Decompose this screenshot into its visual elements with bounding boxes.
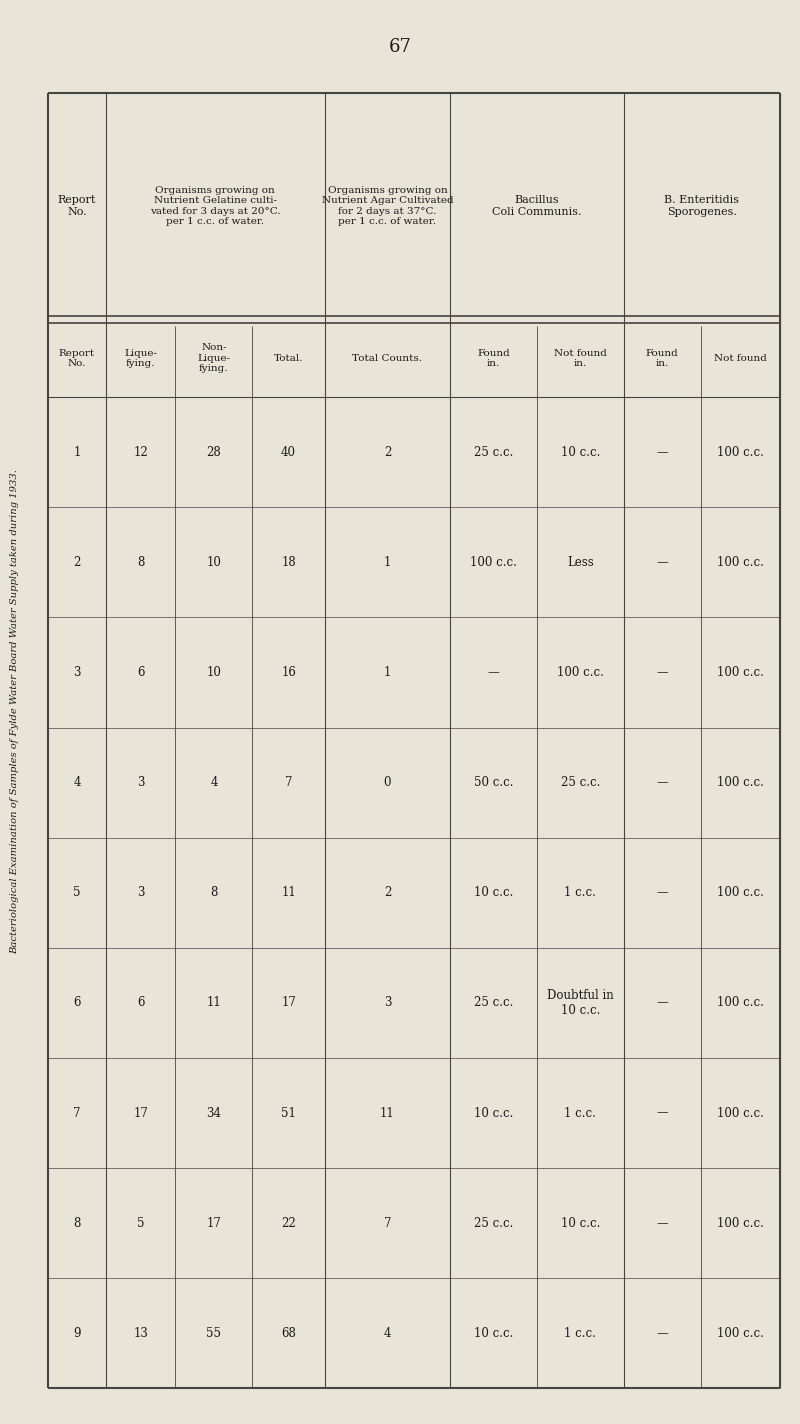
Text: Not found
in.: Not found in. [554, 349, 607, 367]
Text: 100 c.c.: 100 c.c. [717, 446, 764, 459]
Text: Less: Less [567, 555, 594, 568]
Text: 5: 5 [137, 1216, 144, 1230]
Text: 1 c.c.: 1 c.c. [565, 1327, 596, 1340]
Text: 1: 1 [384, 666, 391, 679]
Text: 11: 11 [282, 886, 296, 899]
Text: 10: 10 [206, 555, 222, 568]
Text: 100 c.c.: 100 c.c. [717, 555, 764, 568]
Text: 10 c.c.: 10 c.c. [474, 1106, 514, 1119]
Text: —: — [657, 1106, 668, 1119]
Text: 25 c.c.: 25 c.c. [474, 997, 514, 1010]
Text: Report
No.: Report No. [59, 349, 95, 367]
Text: 8: 8 [74, 1216, 81, 1230]
Text: —: — [657, 997, 668, 1010]
Text: —: — [657, 886, 668, 899]
Text: Found
in.: Found in. [646, 349, 678, 367]
Text: 55: 55 [206, 1327, 222, 1340]
Text: 100 c.c.: 100 c.c. [717, 666, 764, 679]
Text: 100 c.c.: 100 c.c. [557, 666, 604, 679]
Text: 3: 3 [384, 997, 391, 1010]
Text: 1: 1 [74, 446, 81, 459]
Text: 5: 5 [73, 886, 81, 899]
Text: 8: 8 [137, 555, 144, 568]
Text: 100 c.c.: 100 c.c. [717, 776, 764, 789]
Text: 28: 28 [206, 446, 222, 459]
Text: 16: 16 [281, 666, 296, 679]
Text: 1 c.c.: 1 c.c. [565, 1106, 596, 1119]
Text: 100 c.c.: 100 c.c. [717, 886, 764, 899]
Text: Non-
Lique-
fying.: Non- Lique- fying. [198, 343, 230, 373]
Text: 13: 13 [133, 1327, 148, 1340]
Text: 11: 11 [380, 1106, 395, 1119]
Text: —: — [657, 776, 668, 789]
Text: Doubtful in
10 c.c.: Doubtful in 10 c.c. [547, 988, 614, 1017]
Text: 4: 4 [210, 776, 218, 789]
Text: 25 c.c.: 25 c.c. [561, 776, 600, 789]
Text: 100 c.c.: 100 c.c. [717, 1216, 764, 1230]
Text: Total Counts.: Total Counts. [353, 353, 422, 363]
Text: Not found: Not found [714, 353, 767, 363]
Text: 3: 3 [137, 886, 144, 899]
Text: 3: 3 [73, 666, 81, 679]
Text: 17: 17 [133, 1106, 148, 1119]
Text: 18: 18 [282, 555, 296, 568]
Text: 6: 6 [73, 997, 81, 1010]
Text: 4: 4 [384, 1327, 391, 1340]
Text: 9: 9 [73, 1327, 81, 1340]
Text: Organisms growing on
Nutrient Agar Cultivated
for 2 days at 37°C.
per 1 c.c. of : Organisms growing on Nutrient Agar Culti… [322, 187, 454, 226]
Text: 25 c.c.: 25 c.c. [474, 1216, 514, 1230]
Text: 100 c.c.: 100 c.c. [717, 1327, 764, 1340]
Text: 67: 67 [389, 38, 411, 56]
Text: 68: 68 [281, 1327, 296, 1340]
Text: 10 c.c.: 10 c.c. [561, 446, 600, 459]
Text: 3: 3 [137, 776, 144, 789]
Text: 100 c.c.: 100 c.c. [470, 555, 517, 568]
Text: —: — [657, 555, 668, 568]
Text: 12: 12 [134, 446, 148, 459]
Text: 8: 8 [210, 886, 218, 899]
Text: Bacillus
Coli Communis.: Bacillus Coli Communis. [492, 195, 582, 216]
Text: —: — [657, 446, 668, 459]
Text: Report
No.: Report No. [58, 195, 96, 216]
Text: Bacteriological Examination of Samples of Fylde Water Board Water Supply taken d: Bacteriological Examination of Samples o… [10, 470, 19, 954]
Text: 34: 34 [206, 1106, 222, 1119]
Text: 10 c.c.: 10 c.c. [474, 886, 514, 899]
Text: —: — [657, 1216, 668, 1230]
Text: 6: 6 [137, 666, 144, 679]
Text: 4: 4 [73, 776, 81, 789]
Text: 100 c.c.: 100 c.c. [717, 997, 764, 1010]
Text: 2: 2 [74, 555, 81, 568]
Text: Lique-
fying.: Lique- fying. [124, 349, 157, 367]
Text: 17: 17 [281, 997, 296, 1010]
Text: 10: 10 [206, 666, 222, 679]
Text: 1 c.c.: 1 c.c. [565, 886, 596, 899]
Text: 10 c.c.: 10 c.c. [561, 1216, 600, 1230]
Text: 6: 6 [137, 997, 144, 1010]
Text: 2: 2 [384, 446, 391, 459]
Text: 0: 0 [384, 776, 391, 789]
Text: Total.: Total. [274, 353, 303, 363]
Text: 100 c.c.: 100 c.c. [717, 1106, 764, 1119]
Text: 7: 7 [285, 776, 292, 789]
Text: 40: 40 [281, 446, 296, 459]
Text: 10 c.c.: 10 c.c. [474, 1327, 514, 1340]
Text: 50 c.c.: 50 c.c. [474, 776, 514, 789]
Text: 51: 51 [281, 1106, 296, 1119]
Text: 25 c.c.: 25 c.c. [474, 446, 514, 459]
Text: Organisms growing on
Nutrient Gelatine culti-
vated for 3 days at 20°C.
per 1 c.: Organisms growing on Nutrient Gelatine c… [150, 187, 281, 226]
Text: —: — [657, 1327, 668, 1340]
Text: B. Enteritidis
Sporogenes.: B. Enteritidis Sporogenes. [664, 195, 739, 216]
Text: 1: 1 [384, 555, 391, 568]
Text: Found
in.: Found in. [477, 349, 510, 367]
Text: 2: 2 [384, 886, 391, 899]
Text: —: — [488, 666, 499, 679]
Text: 17: 17 [206, 1216, 222, 1230]
Text: 22: 22 [282, 1216, 296, 1230]
Text: 7: 7 [384, 1216, 391, 1230]
Text: —: — [657, 666, 668, 679]
Text: 11: 11 [206, 997, 222, 1010]
Text: 7: 7 [73, 1106, 81, 1119]
